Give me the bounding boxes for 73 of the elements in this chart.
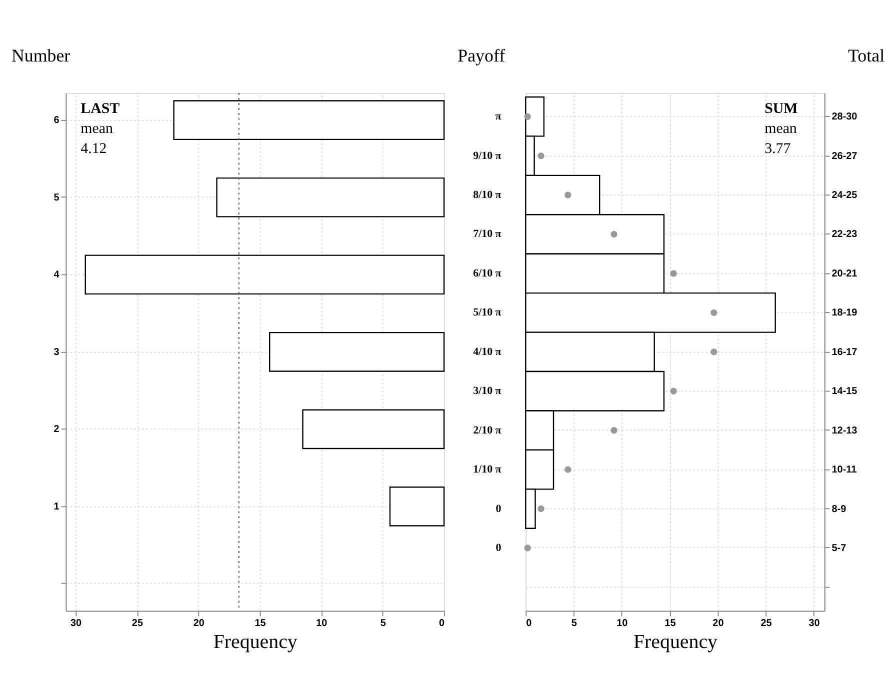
x-tick-label: 20 [193,618,205,630]
y-tick-label: 1 [54,501,60,512]
point [710,309,718,316]
point [670,270,677,277]
y2-tick-label: 9/10 π [473,150,502,162]
bar [269,332,445,372]
x-tick-label: 15 [254,618,266,630]
x-tick-label: 10 [316,618,328,630]
annotation: LAST [80,100,120,117]
y-tick-label: 5-7 [832,542,847,554]
y-tick-label: 24-25 [832,190,858,202]
annotation: SUM [764,100,798,117]
y-tick-label: 10-11 [832,464,858,476]
x-axis-title: Frequency [633,631,718,654]
y-tick-label: 14-15 [832,386,858,398]
x-tick-label: 15 [664,618,676,630]
point [710,348,718,356]
y2-tick-label: 8/10 π [473,189,502,202]
bar [173,100,445,140]
point [564,192,572,198]
point [524,113,531,120]
y-tick-label: 5 [54,192,60,204]
y-tick-label: 6 [54,115,60,126]
point [610,427,618,434]
y2-tick-label: 2/10 π [473,424,502,436]
y-tick-label: 16-17 [832,346,858,358]
y2-tick-label: 3/10 π [473,385,502,398]
bar [216,177,445,218]
x-tick-label: 30 [70,618,82,630]
bar [389,486,445,526]
y2-tick-label: 0 [496,542,502,554]
y-tick-label: 2 [54,424,60,436]
point [538,505,544,512]
y-tick-label: 8-9 [832,504,847,515]
x-tick-label: 25 [132,618,144,630]
y-tick-label: 3 [54,346,60,358]
point [538,152,544,160]
y-tick-label: 20-21 [832,268,858,280]
bar [84,254,445,295]
y-tick-label: 26-27 [832,150,858,162]
y2-axis-title: Payoff [458,46,506,66]
annotation: mean [764,120,798,137]
y-axis-title: Total [848,46,885,66]
annotation: 3.77 [764,140,792,157]
x-tick-label: 5 [380,618,386,630]
x-tick-label: 0 [438,618,445,630]
point [670,388,677,394]
point [610,230,618,238]
y2-tick-label: 5/10 π [473,306,502,319]
x-axis-title: Frequency [213,631,298,654]
y2-tick-label: 1/10 π [473,464,502,476]
point [524,544,531,552]
x-tick-label: 25 [760,618,772,630]
y2-tick-label: 0 [496,502,502,515]
y-tick-label: 22-23 [832,229,858,240]
x-tick-label: 0 [526,618,532,630]
annotation: mean [80,120,114,137]
x-tick-label: 10 [616,618,628,630]
x-tick-label: 5 [571,618,578,630]
x-tick-label: 20 [712,618,724,630]
y2-tick-label: π [495,110,502,123]
bar [302,409,445,450]
y2-tick-label: 6/10 π [473,267,502,280]
annotation: 4.12 [80,140,107,157]
y-tick-label: 4 [54,270,60,281]
x-tick-label: 30 [808,618,820,630]
y-tick-label: 28-30 [832,112,858,123]
y-tick-label: 12-13 [832,425,858,436]
y-tick-label: 18-19 [832,308,858,319]
point [564,466,572,473]
y-axis-title: Number [11,46,70,66]
y2-tick-label: 4/10 π [473,346,502,358]
y2-tick-label: 7/10 π [473,228,502,240]
